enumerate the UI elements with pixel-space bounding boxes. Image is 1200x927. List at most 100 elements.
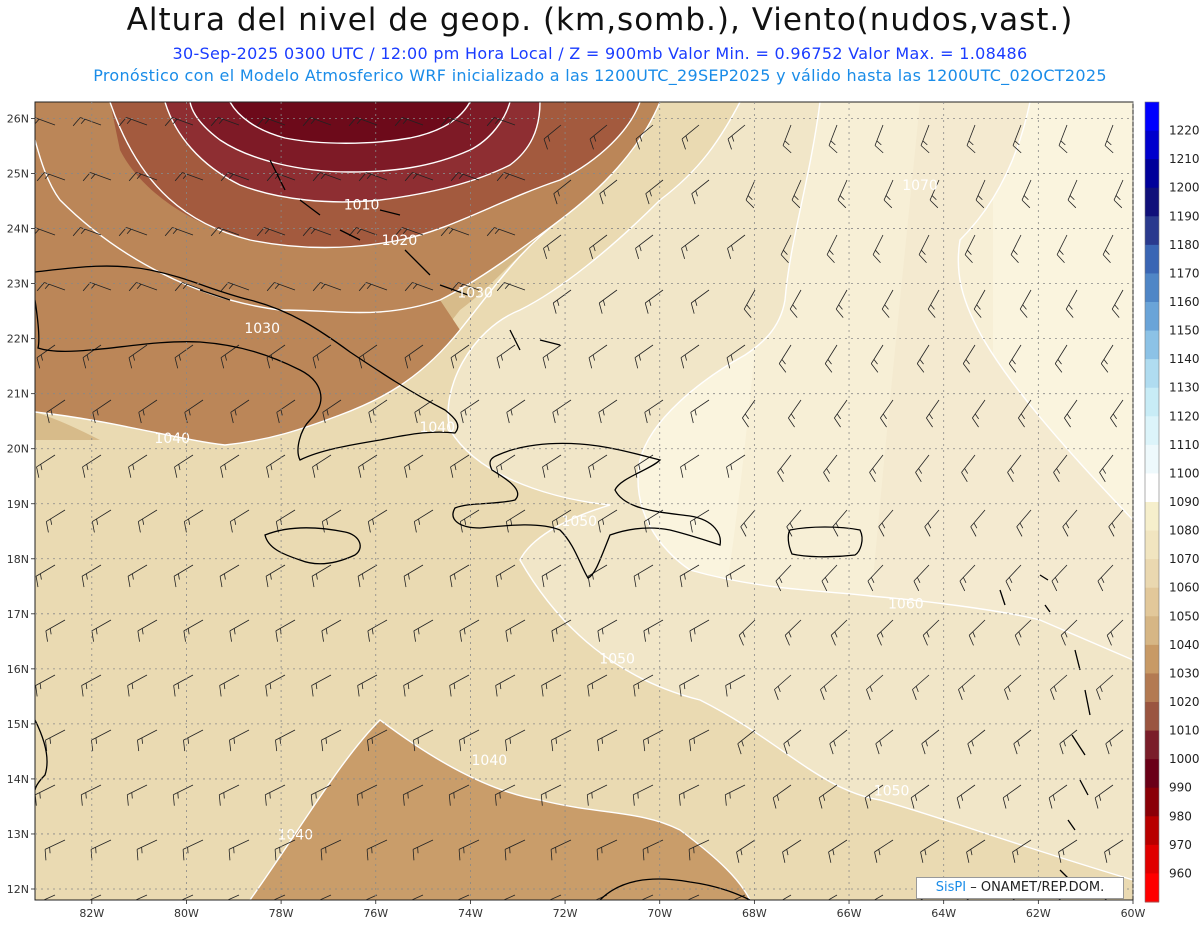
wind-barb bbox=[264, 784, 286, 806]
wind-barb bbox=[924, 509, 940, 537]
wind-barb bbox=[1060, 619, 1078, 646]
wind-barb bbox=[681, 124, 700, 150]
wind-barb bbox=[413, 509, 434, 533]
wind-barb bbox=[548, 894, 562, 900]
lon-label: 68W bbox=[742, 907, 767, 920]
wind-barb bbox=[1099, 454, 1114, 482]
lat-label: 13N bbox=[7, 828, 29, 841]
legend-label: 1190 bbox=[1169, 209, 1200, 223]
wind-barb bbox=[265, 564, 286, 588]
wind-barb bbox=[403, 564, 424, 588]
wind-barb bbox=[45, 619, 66, 642]
wind-barb bbox=[912, 674, 930, 700]
wind-barb bbox=[782, 839, 802, 863]
wind-barb bbox=[1058, 124, 1068, 154]
wind-barb bbox=[737, 729, 756, 755]
lon-label: 78W bbox=[269, 907, 294, 920]
wind-barb bbox=[504, 839, 526, 861]
wind-barb bbox=[686, 894, 700, 900]
wind-barb bbox=[1108, 509, 1124, 537]
wind-barb bbox=[35, 117, 56, 126]
wind-barb bbox=[458, 839, 480, 861]
wind-barb bbox=[495, 564, 516, 588]
wind-barb bbox=[1048, 784, 1068, 809]
wind-barb bbox=[127, 674, 148, 697]
wind-barb bbox=[127, 564, 148, 588]
wind-barb bbox=[823, 454, 838, 482]
wind-barb bbox=[367, 729, 388, 752]
legend-label: 970 bbox=[1169, 838, 1192, 852]
legend-swatch bbox=[1145, 273, 1159, 303]
wind-barb bbox=[552, 289, 572, 314]
wind-barb bbox=[597, 729, 618, 752]
wind-barb bbox=[883, 179, 894, 209]
wind-barb bbox=[688, 839, 710, 861]
wind-barb bbox=[541, 674, 562, 697]
wind-barb bbox=[643, 729, 664, 752]
wind-barb bbox=[449, 564, 470, 588]
band-1030-south bbox=[250, 720, 750, 900]
contour-labels: 1010 1020 1030 1030 1040 1040 1050 1050 1060 1070… bbox=[154, 178, 937, 843]
wind-barb bbox=[745, 179, 756, 209]
credit-brand: SisPI bbox=[935, 880, 967, 895]
wind-barb bbox=[681, 234, 700, 259]
wind-barb bbox=[962, 344, 976, 373]
wind-barb bbox=[633, 564, 654, 588]
lat-label: 12N bbox=[7, 883, 29, 896]
wind-barb bbox=[542, 454, 562, 478]
wind-barb bbox=[128, 172, 158, 182]
contour-label: 1020 bbox=[382, 233, 418, 249]
wind-barb bbox=[589, 124, 608, 150]
wind-barb bbox=[820, 674, 838, 700]
legend-swatch bbox=[1145, 759, 1159, 789]
wind-barb bbox=[410, 894, 424, 900]
wind-barb bbox=[690, 289, 710, 314]
wind-barb bbox=[916, 344, 930, 373]
wind-barb bbox=[918, 234, 930, 264]
wind-barb bbox=[136, 839, 158, 861]
wind-barb bbox=[137, 729, 158, 752]
legend-frame bbox=[1144, 101, 1160, 903]
wind-barb bbox=[91, 619, 112, 642]
contour-label: 1050 bbox=[599, 651, 635, 667]
wind-barb bbox=[1016, 509, 1032, 537]
wind-barb bbox=[598, 399, 618, 424]
wind-barb bbox=[318, 894, 332, 900]
wind-barb bbox=[88, 894, 102, 900]
wind-barb bbox=[926, 399, 940, 428]
wind-barb bbox=[1014, 619, 1032, 646]
legend-label: 1040 bbox=[1169, 638, 1200, 652]
wind-barb bbox=[821, 564, 838, 592]
wind-barb bbox=[644, 289, 664, 314]
legend-label: 1080 bbox=[1169, 524, 1200, 538]
wind-barb bbox=[413, 619, 434, 642]
lon-label: 66W bbox=[837, 907, 862, 920]
wind-barb bbox=[599, 179, 618, 205]
wind-barb bbox=[829, 729, 848, 755]
legend-label: 1150 bbox=[1169, 324, 1200, 338]
legend-label: 1090 bbox=[1169, 495, 1200, 509]
contour-label: 1030 bbox=[457, 285, 493, 301]
wind-barb bbox=[724, 784, 746, 806]
wind-barb bbox=[275, 729, 296, 752]
wind-barb bbox=[1004, 674, 1022, 700]
wind-barb bbox=[588, 454, 608, 478]
wind-barb bbox=[1053, 454, 1068, 482]
wind-barb bbox=[450, 344, 470, 369]
wind-barb bbox=[321, 729, 342, 752]
wind-barb bbox=[403, 674, 424, 697]
wind-barb bbox=[691, 179, 710, 205]
wind-barb bbox=[588, 344, 608, 369]
legend-swatch bbox=[1145, 816, 1159, 846]
wind-barb bbox=[229, 729, 250, 752]
wind-barb bbox=[1105, 729, 1124, 755]
legend-label: 1000 bbox=[1169, 752, 1200, 766]
legend-swatch bbox=[1145, 302, 1159, 332]
wind-barb bbox=[404, 172, 434, 182]
wind-barb bbox=[220, 454, 240, 478]
legend-swatch bbox=[1145, 387, 1159, 417]
wind-barb bbox=[1007, 454, 1022, 482]
wind-barb bbox=[956, 784, 976, 809]
wind-barb bbox=[229, 619, 250, 642]
